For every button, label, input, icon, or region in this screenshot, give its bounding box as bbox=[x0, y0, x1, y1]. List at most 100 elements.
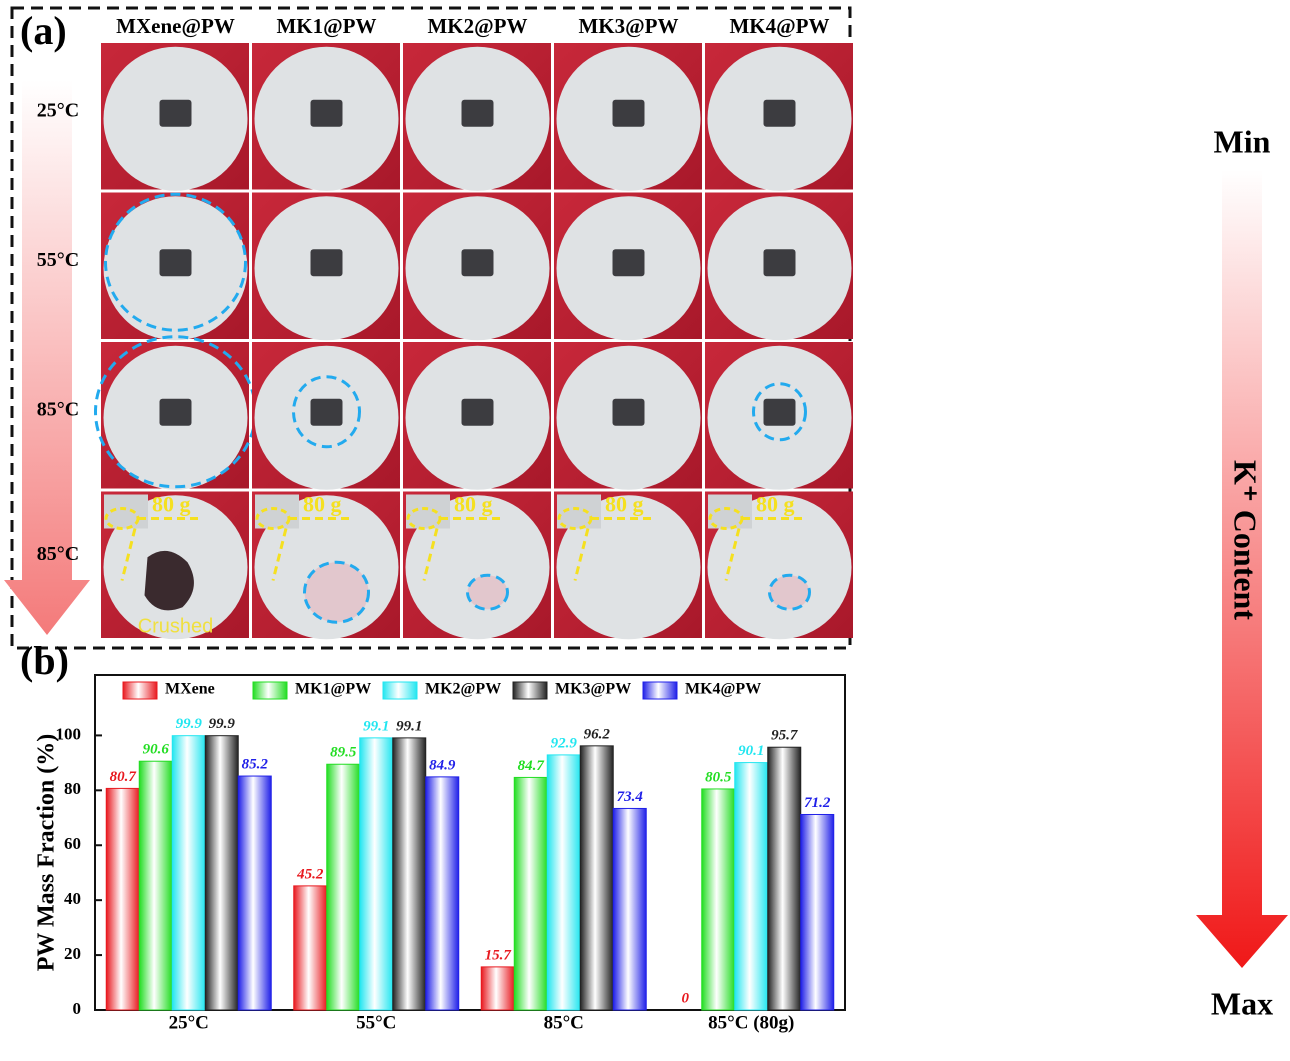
max-label: Max bbox=[1211, 985, 1273, 1021]
row-label: 55°C bbox=[37, 249, 79, 271]
value-label: 99.9 bbox=[176, 716, 203, 732]
value-label: 92.9 bbox=[551, 735, 578, 751]
value-label: 99.9 bbox=[209, 716, 236, 732]
bar bbox=[106, 788, 139, 1010]
bar bbox=[514, 777, 547, 1010]
y-tick-label: 0 bbox=[73, 999, 82, 1018]
value-label: 96.2 bbox=[584, 726, 611, 742]
row-label: 85°C bbox=[37, 543, 79, 565]
column-label: MK2@PW bbox=[427, 14, 527, 38]
k-gradient: Min Max K⁺ Content bbox=[1196, 123, 1288, 1021]
bar bbox=[327, 764, 360, 1010]
weight-inset bbox=[104, 495, 148, 529]
row-label: 85°C bbox=[37, 398, 79, 420]
bar bbox=[360, 738, 393, 1010]
leak-outline bbox=[305, 562, 369, 622]
y-tick-label: 60 bbox=[64, 834, 81, 853]
x-tick-label: 85°C (80g) bbox=[708, 1012, 794, 1033]
value-label: 90.6 bbox=[143, 742, 170, 758]
weight-inset bbox=[557, 495, 601, 529]
legend-label: MK1@PW bbox=[295, 681, 371, 698]
value-label: 89.5 bbox=[330, 745, 357, 761]
bar bbox=[139, 761, 172, 1010]
value-label: 90.1 bbox=[738, 743, 764, 759]
bar bbox=[702, 789, 735, 1010]
panel-label: (b) bbox=[20, 638, 69, 683]
y-tick-label: 80 bbox=[64, 779, 81, 798]
value-label: 80.5 bbox=[705, 769, 732, 785]
sample bbox=[311, 249, 343, 276]
x-tick-label: 55°C bbox=[356, 1012, 396, 1033]
legend-swatch bbox=[123, 682, 157, 699]
figure: (c)65°50 μm(d)114°50 μm(e)120°50 μm(f)12… bbox=[0, 0, 1290, 1061]
weight-label: 80 g bbox=[605, 492, 644, 517]
sample bbox=[311, 399, 343, 426]
x-tick-label: 25°C bbox=[169, 1012, 209, 1033]
legend-swatch bbox=[643, 682, 677, 699]
weight-label: 80 g bbox=[454, 492, 493, 517]
bar bbox=[238, 776, 271, 1010]
value-label: 85.2 bbox=[242, 756, 269, 772]
bar bbox=[481, 967, 514, 1010]
legend-label: MXene bbox=[165, 681, 215, 698]
weight-label: 80 g bbox=[152, 492, 191, 517]
bar bbox=[393, 738, 426, 1010]
value-label: 71.2 bbox=[804, 795, 831, 811]
value-label: 73.4 bbox=[617, 789, 644, 805]
weight-label: 80 g bbox=[756, 492, 795, 517]
sample bbox=[160, 249, 192, 276]
bar bbox=[768, 747, 801, 1010]
sample bbox=[764, 100, 796, 127]
leak-outline bbox=[770, 575, 810, 609]
bar bbox=[426, 777, 459, 1010]
sample bbox=[462, 249, 494, 276]
value-label: 99.1 bbox=[396, 718, 422, 734]
column-label: MXene@PW bbox=[116, 14, 235, 38]
sample bbox=[613, 399, 645, 426]
value-label: 95.7 bbox=[771, 728, 798, 744]
bar bbox=[294, 886, 327, 1010]
weight-inset bbox=[708, 495, 752, 529]
weight-label: 80 g bbox=[303, 492, 342, 517]
value-label: 0 bbox=[682, 990, 690, 1006]
sample bbox=[462, 399, 494, 426]
legend-label: MK2@PW bbox=[425, 681, 501, 698]
sample bbox=[764, 399, 796, 426]
legend-swatch bbox=[513, 682, 547, 699]
value-label: 84.7 bbox=[518, 758, 545, 774]
sample bbox=[613, 249, 645, 276]
sample bbox=[311, 100, 343, 127]
y-tick-label: 40 bbox=[64, 889, 81, 908]
y-axis-label: PW Mass Fraction (%) bbox=[34, 734, 60, 972]
value-label: 80.7 bbox=[110, 769, 137, 785]
min-label: Min bbox=[1214, 123, 1271, 159]
gradient-label: K⁺ Content bbox=[1228, 460, 1264, 620]
bar bbox=[205, 736, 238, 1010]
x-tick-label: 85°C bbox=[544, 1012, 584, 1033]
bar bbox=[735, 763, 768, 1010]
legend-label: MK4@PW bbox=[685, 681, 761, 698]
value-label: 99.1 bbox=[363, 718, 389, 734]
sample bbox=[462, 100, 494, 127]
leak-outline bbox=[468, 575, 508, 609]
crushed-label: Crushed bbox=[138, 616, 214, 638]
legend-swatch bbox=[383, 682, 417, 699]
panel-label: (a) bbox=[20, 8, 67, 53]
bar bbox=[801, 814, 834, 1010]
y-tick-label: 20 bbox=[64, 944, 81, 963]
value-label: 84.9 bbox=[429, 757, 456, 773]
sample bbox=[160, 100, 192, 127]
weight-inset bbox=[406, 495, 450, 529]
legend-label: MK3@PW bbox=[555, 681, 631, 698]
column-label: MK3@PW bbox=[578, 14, 678, 38]
bar bbox=[613, 808, 646, 1010]
value-label: 45.2 bbox=[296, 866, 324, 882]
bar bbox=[547, 755, 580, 1010]
legend-swatch bbox=[253, 682, 287, 699]
bar bbox=[580, 746, 613, 1010]
row-label: 25°C bbox=[37, 99, 79, 121]
value-label: 15.7 bbox=[485, 947, 512, 963]
bar bbox=[172, 736, 205, 1010]
